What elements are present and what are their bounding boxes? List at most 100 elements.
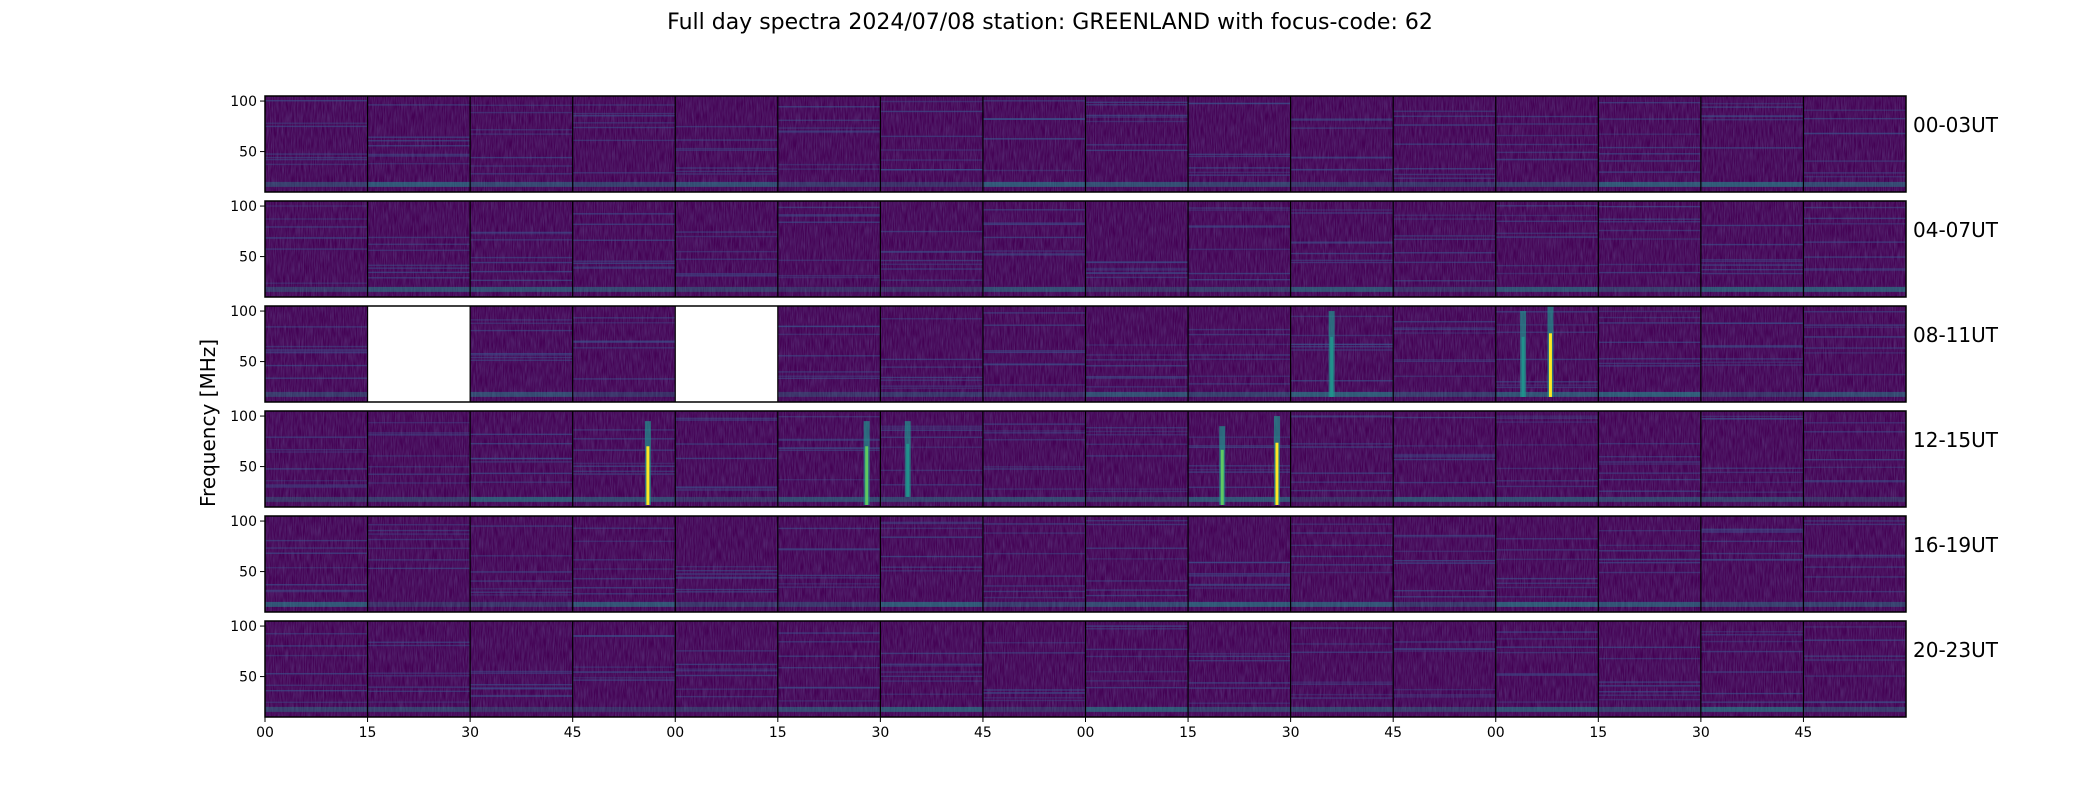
low-frequency-band xyxy=(1495,496,1599,502)
interference-line xyxy=(1085,272,1189,274)
interference-line xyxy=(572,587,676,589)
y-tick-label: 100 xyxy=(230,619,257,635)
interference-line xyxy=(982,699,1086,702)
interference-line xyxy=(1598,316,1701,319)
spectrum-panel xyxy=(1085,96,1189,192)
interference-line xyxy=(1803,256,1906,258)
interference-line xyxy=(470,580,573,582)
interference-line xyxy=(982,118,1086,120)
interference-line xyxy=(880,469,983,472)
interference-line xyxy=(367,641,471,643)
interference-line xyxy=(470,322,573,324)
interference-line xyxy=(1085,430,1189,433)
interference-line xyxy=(1598,322,1701,324)
interference-line xyxy=(880,263,983,265)
interference-line xyxy=(1803,481,1906,483)
panel-noise xyxy=(982,516,1086,612)
low-frequency-band xyxy=(777,391,881,397)
interference-line xyxy=(1803,431,1906,433)
spectrum-panel xyxy=(1393,516,1496,612)
interference-line xyxy=(1700,106,1804,109)
interference-line xyxy=(1290,127,1394,129)
interference-line xyxy=(367,136,471,138)
interference-line xyxy=(1393,115,1496,117)
interference-line xyxy=(777,478,881,481)
panel-noise xyxy=(1290,621,1394,717)
interference-line xyxy=(572,340,676,342)
interference-line xyxy=(1290,571,1394,574)
low-frequency-band xyxy=(1598,601,1701,607)
interference-line xyxy=(777,548,881,550)
interference-line xyxy=(1393,328,1496,331)
interference-line xyxy=(1188,207,1291,209)
interference-line xyxy=(1393,261,1496,264)
spectrum-panel xyxy=(777,306,881,402)
interference-line xyxy=(1495,143,1599,146)
panel-noise xyxy=(982,306,1086,402)
panel-noise xyxy=(1393,621,1496,717)
low-frequency-band xyxy=(367,601,471,607)
interference-line xyxy=(1188,102,1291,105)
y-tick-label: 100 xyxy=(230,94,257,110)
low-frequency-band xyxy=(1188,391,1291,397)
interference-line xyxy=(1700,118,1804,121)
spectrum-panel xyxy=(470,306,573,402)
panel-noise xyxy=(265,306,368,402)
interference-line xyxy=(1495,467,1599,470)
interference-line xyxy=(675,275,778,277)
y-tick-label: 100 xyxy=(230,304,257,320)
interference-line xyxy=(1188,272,1291,275)
panel-noise xyxy=(982,411,1086,507)
interference-line xyxy=(1188,375,1291,377)
interference-line xyxy=(1290,118,1394,120)
x-tick-label: 00 xyxy=(1487,725,1505,741)
low-frequency-band xyxy=(880,286,983,292)
interference-line xyxy=(982,222,1086,224)
low-frequency-band xyxy=(880,391,983,397)
interference-line xyxy=(1495,151,1599,154)
interference-line xyxy=(880,665,983,667)
interference-line xyxy=(1085,558,1189,560)
low-frequency-band xyxy=(1803,496,1906,502)
interference-line xyxy=(1393,536,1496,538)
interference-line xyxy=(1598,221,1701,223)
interference-line xyxy=(1085,149,1189,152)
interference-line xyxy=(367,701,471,703)
low-frequency-band xyxy=(470,601,573,607)
interference-line xyxy=(982,138,1086,140)
interference-line xyxy=(1393,252,1496,254)
panel-noise xyxy=(470,201,573,297)
interference-line xyxy=(1085,267,1189,270)
interference-line xyxy=(265,326,368,328)
interference-line xyxy=(1393,534,1496,537)
interference-line xyxy=(470,356,573,359)
interference-line xyxy=(1290,564,1394,566)
low-frequency-band xyxy=(675,286,778,292)
interference-line xyxy=(1290,523,1394,525)
low-frequency-band xyxy=(265,286,368,292)
interference-line xyxy=(1290,693,1394,696)
row-label: 00-03UT xyxy=(1913,113,1999,137)
x-tick-label: 00 xyxy=(256,725,274,741)
interference-line xyxy=(1700,322,1804,324)
interference-line xyxy=(1598,561,1701,564)
panel-noise xyxy=(982,96,1086,192)
spectrum-panel xyxy=(572,96,676,192)
interference-line xyxy=(1085,104,1189,106)
low-frequency-band xyxy=(470,496,573,502)
panel-noise xyxy=(1290,96,1394,192)
interference-line xyxy=(1393,173,1496,176)
interference-line xyxy=(265,218,368,220)
interference-line xyxy=(1803,176,1906,178)
interference-line xyxy=(880,135,983,138)
interference-line xyxy=(1393,110,1496,112)
interference-line xyxy=(880,536,983,538)
spectrum-panel xyxy=(982,516,1086,612)
interference-line xyxy=(367,529,471,532)
interference-line xyxy=(572,527,676,529)
interference-line xyxy=(572,378,676,380)
interference-line xyxy=(1495,264,1599,267)
interference-line xyxy=(1803,701,1906,703)
interference-line xyxy=(1290,380,1394,382)
